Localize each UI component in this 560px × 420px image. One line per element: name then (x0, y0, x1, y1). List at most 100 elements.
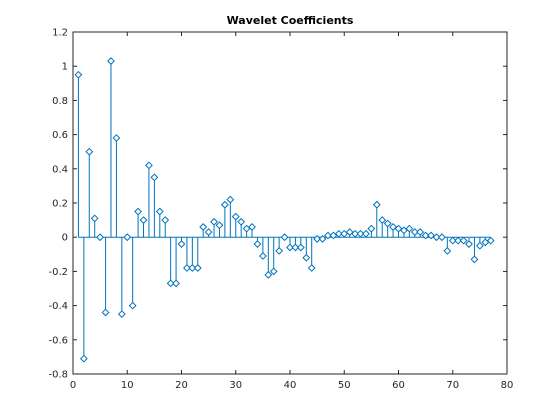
y-tick-label: 0.4 (52, 164, 68, 175)
stem-marker (210, 217, 218, 226)
stem-marker (231, 212, 240, 221)
stem-marker (166, 279, 175, 288)
y-tick-label: -0.4 (48, 301, 68, 312)
stem-marker (313, 235, 322, 243)
stem-marker (101, 308, 110, 317)
stem-marker (117, 310, 126, 319)
stem-marker (172, 279, 180, 288)
stem-marker (291, 243, 300, 252)
stem-marker (475, 241, 484, 250)
axes (72, 31, 508, 375)
stem-marker (85, 147, 94, 156)
stem-marker (275, 246, 284, 255)
stem-marker (427, 231, 435, 240)
stem-marker (372, 200, 381, 209)
stem-marker (204, 228, 213, 236)
stem-marker (443, 246, 452, 255)
stem-marker (134, 207, 143, 216)
y-tick-label: 0.2 (52, 199, 68, 210)
x-tick-label: 0 (70, 380, 76, 391)
stem-marker (400, 226, 408, 235)
stem-marker (340, 229, 349, 238)
tick-labels: 0 10 20 30 40 50 60 70 80 -0.8 -0.6 -0.4 -0.2 0 0.2 0.4… (48, 28, 513, 392)
y-tick-label: 0.6 (52, 130, 68, 141)
stem-marker (258, 252, 267, 260)
stem-marker (220, 200, 229, 209)
stem-marker (269, 267, 278, 276)
stem-marker (123, 233, 132, 242)
stem-marker (145, 161, 153, 170)
stem-marker (448, 236, 457, 245)
x-tick-label: 50 (338, 380, 351, 391)
stem-marker (367, 224, 376, 233)
stem-marker (437, 233, 446, 242)
stem-marker (90, 214, 99, 223)
stem-marker (253, 240, 262, 248)
stem-marker (329, 231, 338, 240)
x-tick-label: 70 (446, 380, 459, 391)
stem-marker (410, 228, 419, 236)
stem-marker (302, 253, 311, 262)
stem-marker (139, 216, 148, 225)
x-tick-label: 40 (284, 380, 297, 391)
stem-marker (351, 229, 360, 238)
stem-marker (248, 223, 256, 231)
stem-marker (264, 270, 273, 279)
stem-marker (421, 231, 430, 240)
y-tick-label: 1.2 (52, 28, 68, 39)
stem-marker (416, 228, 425, 236)
stem-marker (112, 134, 121, 142)
stem-marker (356, 229, 365, 238)
stem-marker (383, 219, 392, 228)
stem-marker (378, 216, 387, 225)
stem-marker (432, 233, 441, 242)
y-tick-label: -0.2 (48, 267, 68, 278)
stem-marker (150, 173, 159, 182)
stem-marker (107, 57, 115, 65)
stem-marker (177, 240, 186, 248)
stem-marker (128, 301, 137, 310)
stem-marker (307, 264, 316, 272)
stem-marker (280, 233, 289, 242)
stem-marker (394, 224, 403, 233)
markers-layer (74, 57, 495, 363)
stem-marker (454, 236, 463, 245)
y-tick-label: 0 (62, 233, 68, 244)
stem-marker (155, 207, 164, 216)
stem-marker (405, 224, 414, 233)
stem-marker (459, 236, 468, 245)
stem-marker (199, 223, 208, 231)
stem-marker (286, 243, 294, 252)
stem-marker (486, 236, 495, 245)
stem-marker (470, 255, 479, 264)
x-tick-label: 10 (121, 380, 134, 391)
stem-marker (465, 240, 473, 248)
stem-marker (226, 195, 235, 204)
stem-marker (389, 223, 397, 231)
stem-marker (318, 235, 327, 243)
x-tick-label: 80 (501, 380, 514, 391)
stem-marker (188, 264, 197, 272)
y-tick-label: 0.8 (52, 96, 68, 107)
stem-marker (362, 229, 370, 238)
stem-marker (215, 221, 224, 230)
stem-marker (183, 264, 191, 272)
stem-marker (334, 229, 343, 238)
y-tick-label: 1 (62, 62, 68, 73)
stem-marker (96, 233, 105, 242)
stem-marker (296, 243, 305, 252)
stem-marker (345, 228, 354, 236)
stem-marker (237, 217, 246, 226)
stem-marker (481, 238, 490, 247)
y-tick-label: -0.8 (48, 370, 68, 381)
stem-marker (74, 70, 83, 79)
x-tick-label: 30 (229, 380, 242, 391)
stem-marker (324, 231, 332, 240)
stem-marker (242, 224, 251, 233)
chart-title: Wavelet Coefficients (227, 14, 354, 27)
x-tick-label: 20 (175, 380, 188, 391)
y-tick-label: -0.6 (48, 335, 68, 346)
stem-marker (193, 264, 202, 272)
